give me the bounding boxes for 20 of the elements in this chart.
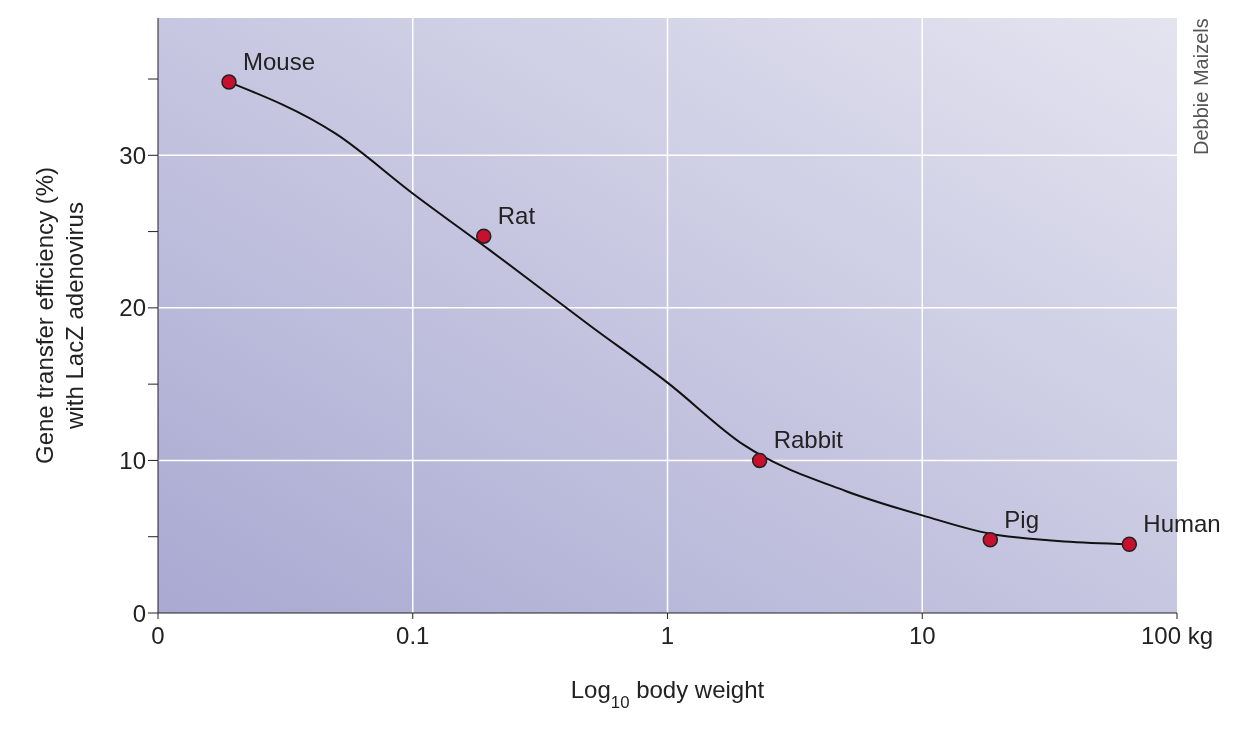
point	[221, 74, 237, 90]
y-tick-label: 0	[132, 599, 146, 627]
x-tick-label: 100 kg	[1140, 622, 1214, 650]
annotation: Mouse	[243, 48, 316, 76]
y-tick-label: 10	[119, 446, 146, 474]
annotation: Rat	[497, 202, 536, 230]
y-tick-label: 20	[119, 294, 146, 322]
x-axis-title: Log$_{10}$ body weight	[570, 676, 765, 712]
point	[476, 228, 492, 244]
text: Debbie Maizels	[1190, 18, 1213, 157]
y-tick-label: 30	[119, 141, 146, 169]
x-tick-label: 0.1	[396, 622, 430, 650]
y-axis-title: Gene transfer efficiency (%) with LacZ adenovirus	[31, 166, 88, 465]
x-tick-label: 10	[908, 622, 936, 650]
x-tick-label: 0	[151, 622, 165, 650]
annotation: Rabbit	[773, 426, 844, 454]
annotation: Pig	[1004, 505, 1039, 533]
x-tick-label: 1	[660, 622, 675, 650]
annotation: Human	[1143, 510, 1221, 538]
point	[982, 532, 999, 548]
